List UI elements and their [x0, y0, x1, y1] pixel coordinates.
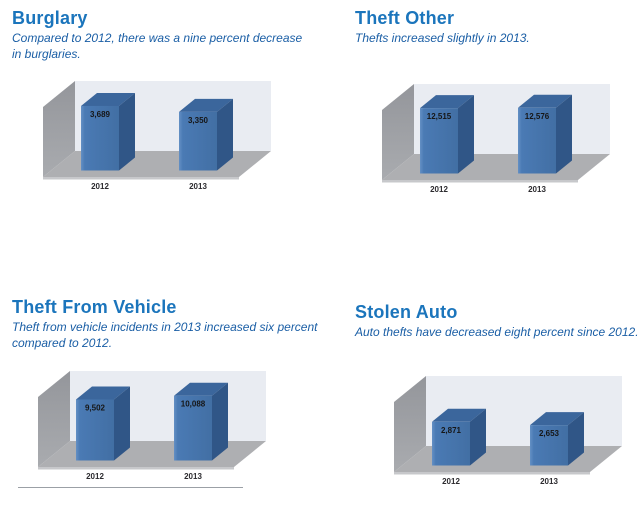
- x-axis-category-label: 2012: [86, 472, 104, 481]
- section-theft-other: Theft Other Thefts increased slightly in…: [355, 8, 640, 270]
- bar-chart-theft-other: 12,515 2012 12,576 2013: [382, 84, 610, 194]
- x-axis-category-label: 2013: [528, 185, 546, 194]
- bar-value-label: 3,350: [188, 116, 209, 125]
- section-theft-from-vehicle: Theft From Vehicle Theft from vehicle in…: [12, 297, 330, 523]
- chart-title-theft-other: Theft Other: [355, 8, 455, 28]
- section-divider-line: [18, 487, 243, 488]
- section-burglary: Burglary Compared to 2012, there was a n…: [12, 8, 320, 270]
- x-axis-category-label: 2012: [91, 182, 109, 191]
- chart-subtitle-stolen-auto: Auto thefts have decreased eight percent…: [355, 325, 639, 339]
- x-axis-category-label: 2012: [442, 477, 460, 486]
- x-axis-category-label: 2013: [184, 472, 202, 481]
- chart-title-burglary: Burglary: [12, 8, 88, 28]
- bar-chart-theft-from-vehicle: 9,502 2012 10,088 2013: [38, 371, 266, 481]
- chart-subtitle-burglary: Compared to 2012, there was a nine perce…: [12, 31, 303, 61]
- chart-subtitle-theft-from-vehicle: Theft from vehicle incidents in 2013 inc…: [12, 320, 318, 350]
- chart-title-theft-from-vehicle: Theft From Vehicle: [12, 297, 177, 317]
- bar-value-label: 2,871: [441, 426, 462, 435]
- bar-value-label: 12,515: [427, 112, 452, 121]
- bar-chart-stolen-auto: 2,871 2012 2,653 2013: [394, 376, 622, 486]
- bar-value-label: 10,088: [181, 400, 206, 409]
- chart-title-stolen-auto: Stolen Auto: [355, 302, 458, 322]
- x-axis-category-label: 2013: [540, 477, 558, 486]
- bar-value-label: 2,653: [539, 429, 560, 438]
- chart-subtitle-theft-other: Thefts increased slightly in 2013.: [355, 31, 530, 45]
- bar-value-label: 12,576: [525, 112, 550, 121]
- bar-value-label: 9,502: [85, 403, 106, 412]
- x-axis-category-label: 2012: [430, 185, 448, 194]
- bar-value-label: 3,689: [90, 110, 111, 119]
- section-stolen-auto: Stolen Auto Auto thefts have decreased e…: [355, 302, 640, 523]
- x-axis-category-label: 2013: [189, 182, 207, 191]
- bar-chart-burglary: 3,689 2012 3,350 2013: [43, 81, 271, 191]
